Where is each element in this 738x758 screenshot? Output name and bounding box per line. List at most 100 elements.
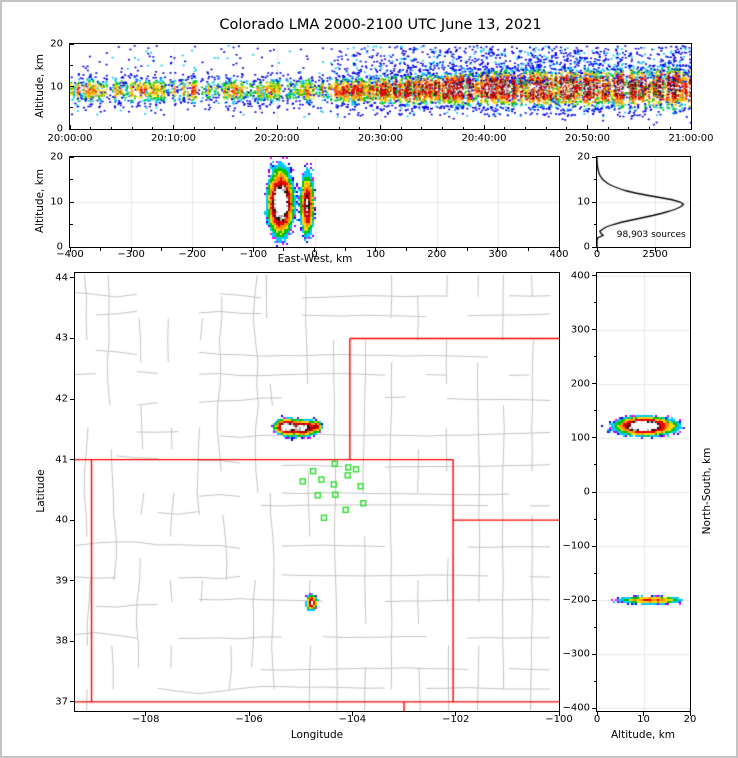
tick-mark	[593, 179, 596, 180]
tick-mark	[593, 410, 596, 412]
tick-mark	[110, 126, 112, 129]
tick-mark	[359, 126, 361, 129]
tick-label: 37	[55, 696, 68, 708]
tick-label: 0	[593, 249, 601, 260]
time-height-canvas	[69, 43, 691, 129]
tick-label: 0	[56, 123, 63, 135]
tick-mark	[442, 126, 444, 129]
tick-mark	[70, 580, 74, 582]
tick-label: −108	[132, 714, 160, 725]
tick-mark	[690, 125, 692, 129]
tick-mark	[131, 126, 133, 129]
tick-mark	[70, 156, 74, 158]
tick-mark	[70, 398, 74, 400]
tick-label: −300	[117, 249, 145, 260]
tick-label: −400	[562, 702, 590, 714]
tick-mark	[466, 248, 468, 251]
east-west-xlabel: East-West, km	[277, 253, 353, 265]
tick-mark	[193, 126, 195, 129]
tick-mark	[566, 126, 568, 129]
tick-mark	[152, 126, 154, 129]
tick-label: 10	[50, 81, 63, 92]
tick-mark	[317, 126, 319, 129]
tick-label: 300	[488, 249, 508, 260]
tick-mark	[592, 156, 596, 158]
tick-mark	[593, 356, 596, 358]
tick-mark	[689, 712, 691, 716]
tick-mark	[596, 712, 598, 716]
tick-mark	[593, 302, 596, 304]
tick-label: 100	[366, 249, 386, 260]
tick-label: 100	[570, 432, 590, 444]
tick-mark	[592, 437, 596, 439]
tick-mark	[235, 126, 237, 129]
tick-label: 400	[570, 270, 590, 282]
tick-mark	[69, 125, 71, 129]
tick-label: 0	[56, 241, 63, 253]
tick-mark	[70, 86, 74, 87]
tick-mark	[592, 246, 596, 248]
tick-mark	[607, 126, 609, 129]
tick-mark	[593, 680, 596, 682]
tick-mark	[593, 224, 596, 225]
tick-mark	[596, 248, 598, 252]
tick-label: 21:00:00	[668, 133, 714, 144]
tick-label: 0	[583, 486, 590, 498]
tick-label: 20:20:00	[254, 133, 300, 144]
tick-mark	[593, 572, 596, 574]
tick-mark	[70, 701, 74, 703]
tick-mark	[483, 125, 485, 129]
panel-north-south	[595, 271, 691, 712]
tick-label: 20:00:00	[47, 133, 93, 144]
tick-label: 43	[55, 332, 68, 344]
tick-label: 44	[55, 272, 68, 284]
east-west-canvas	[69, 156, 559, 247]
tick-label: 39	[55, 575, 68, 587]
tick-mark	[593, 626, 596, 628]
tick-label: 20	[50, 151, 63, 163]
tick-mark	[400, 126, 402, 129]
tick-label: −100	[562, 540, 590, 552]
tick-mark	[173, 125, 174, 129]
tick-mark	[375, 248, 377, 252]
tick-mark	[592, 201, 596, 203]
tick-label: 0	[593, 714, 601, 725]
tick-mark	[90, 126, 92, 129]
tick-mark	[545, 126, 547, 129]
tick-mark	[558, 248, 560, 252]
tick-label: 10	[637, 714, 650, 725]
tick-label: 10	[577, 196, 590, 208]
tick-mark	[592, 491, 596, 493]
tick-mark	[70, 519, 74, 521]
tick-mark	[70, 179, 73, 180]
tick-mark	[70, 277, 74, 279]
tick-label: −100	[239, 249, 268, 260]
tick-mark	[436, 248, 438, 252]
tick-mark	[70, 459, 74, 461]
tick-mark	[248, 712, 250, 716]
tick-mark	[191, 248, 193, 252]
altitude-histogram-canvas	[596, 156, 690, 247]
tick-mark	[592, 707, 596, 709]
tick-label: 400	[549, 249, 569, 260]
tick-mark	[628, 126, 630, 129]
tick-label: −300	[562, 648, 590, 660]
map-xlabel: Longitude	[290, 729, 344, 741]
tick-mark	[497, 248, 499, 252]
tick-mark	[592, 545, 596, 547]
tick-label: −200	[178, 249, 206, 260]
tick-label: 2500	[642, 249, 668, 260]
tick-label: 20	[50, 38, 63, 50]
tick-label: 38	[55, 635, 68, 647]
tick-mark	[255, 126, 257, 129]
tick-label: 0	[311, 249, 318, 260]
tick-label: −106	[235, 714, 263, 725]
tick-mark	[252, 248, 254, 252]
tick-mark	[344, 248, 346, 251]
tick-mark	[592, 329, 596, 331]
tick-mark	[214, 126, 216, 129]
map-canvas	[74, 272, 559, 711]
tick-label: −200	[562, 594, 590, 606]
tick-label: 20:50:00	[565, 133, 610, 144]
tick-mark	[592, 275, 596, 277]
